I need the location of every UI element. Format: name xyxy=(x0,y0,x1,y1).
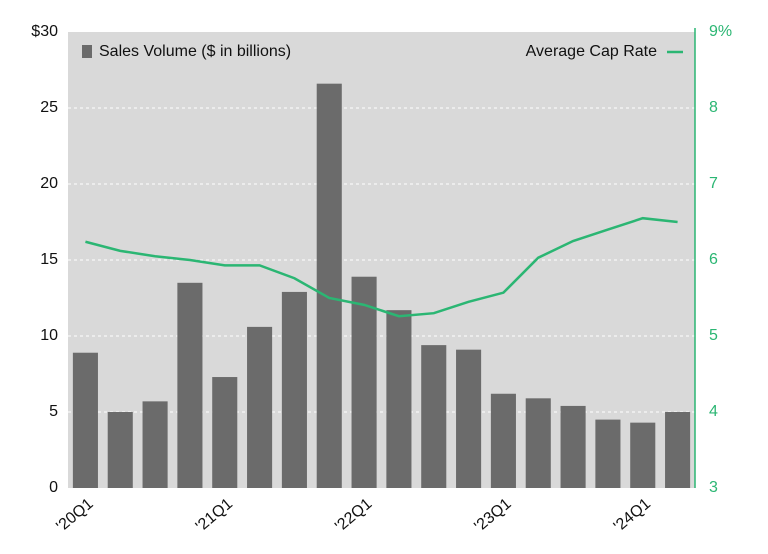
x-tick-label: '24Q1 xyxy=(611,495,654,535)
y-tick-label: 20 xyxy=(40,175,58,192)
bar xyxy=(490,393,516,488)
y-tick-label: 15 xyxy=(40,251,58,268)
y2-tick-label: 5 xyxy=(709,327,718,344)
y-tick-label: 10 xyxy=(40,327,58,344)
x-tick-label: '20Q1 xyxy=(53,495,96,535)
y-tick-label: 25 xyxy=(40,99,58,116)
bar xyxy=(107,412,133,488)
bar xyxy=(560,405,586,488)
bar xyxy=(212,377,238,488)
bar xyxy=(281,291,307,488)
y-tick-label: 0 xyxy=(49,479,58,496)
y2-tick-label: 6 xyxy=(709,251,718,268)
bar xyxy=(351,276,377,488)
bar xyxy=(316,83,342,489)
x-tick-label: '21Q1 xyxy=(193,495,236,535)
bar xyxy=(142,401,168,488)
y2-tick-label: 4 xyxy=(709,403,718,420)
bar xyxy=(456,349,482,488)
line xyxy=(85,216,678,318)
y2-tick-label: 3 xyxy=(709,479,718,496)
bar xyxy=(595,419,621,488)
bar xyxy=(630,422,656,488)
bar xyxy=(421,345,447,488)
y2-tick-label: 7 xyxy=(709,175,718,192)
bar xyxy=(665,412,691,488)
bar xyxy=(72,352,98,488)
legend-label: Average Cap Rate xyxy=(526,43,657,60)
bar xyxy=(525,398,551,488)
bar xyxy=(177,282,203,488)
y-tick-label: 5 xyxy=(49,403,58,420)
x-tick-label: '22Q1 xyxy=(332,495,375,535)
y2-tick-label: 9% xyxy=(709,23,732,40)
y2-tick-label: 8 xyxy=(709,99,718,116)
x-tick-label: '23Q1 xyxy=(471,495,514,535)
legend-label: Sales Volume ($ in billions) xyxy=(99,43,291,60)
y-tick-label: $30 xyxy=(31,23,58,40)
bar xyxy=(386,310,412,488)
bar xyxy=(247,326,273,488)
legend-swatch xyxy=(82,45,92,58)
